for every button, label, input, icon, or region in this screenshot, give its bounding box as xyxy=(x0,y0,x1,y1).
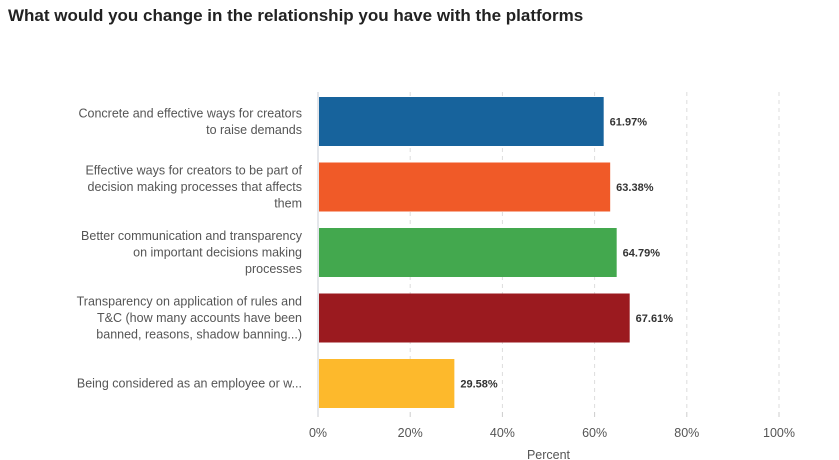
data-label: 29.58% xyxy=(460,379,498,391)
category-label: Effective ways for creators to be part o… xyxy=(85,164,302,178)
category-label: banned, reasons, shadow banning...) xyxy=(96,328,302,342)
category-label: decision making processes that affects xyxy=(88,180,302,194)
bar xyxy=(319,359,455,408)
x-axis-title: Percent xyxy=(527,448,571,460)
chart-title: What would you change in the relationshi… xyxy=(8,6,584,25)
category-label: Concrete and effective ways for creators xyxy=(79,106,303,120)
category-label: to raise demands xyxy=(206,123,302,137)
data-label: 63.38% xyxy=(616,182,654,194)
x-tick-label: 20% xyxy=(398,426,423,440)
category-label: processes xyxy=(245,262,302,276)
category-label: on important decisions making xyxy=(133,246,302,260)
bar xyxy=(319,97,604,146)
x-tick-label: 0% xyxy=(309,426,327,440)
bar xyxy=(319,293,630,343)
data-label: 61.97% xyxy=(610,117,648,129)
x-tick-label: 100% xyxy=(763,426,795,440)
category-label: them xyxy=(274,197,302,211)
data-label: 67.61% xyxy=(636,313,674,325)
data-label: 64.79% xyxy=(623,248,661,260)
x-tick-label: 60% xyxy=(582,426,607,440)
bar xyxy=(319,228,617,277)
category-label: Better communication and transparency xyxy=(81,229,303,243)
bar xyxy=(319,162,611,212)
x-tick-label: 80% xyxy=(674,426,699,440)
category-label: T&C (how many accounts have been xyxy=(97,311,302,325)
category-label: Transparency on application of rules and xyxy=(77,295,302,309)
x-tick-label: 40% xyxy=(490,426,515,440)
category-label: Being considered as an employee or w... xyxy=(77,377,302,391)
